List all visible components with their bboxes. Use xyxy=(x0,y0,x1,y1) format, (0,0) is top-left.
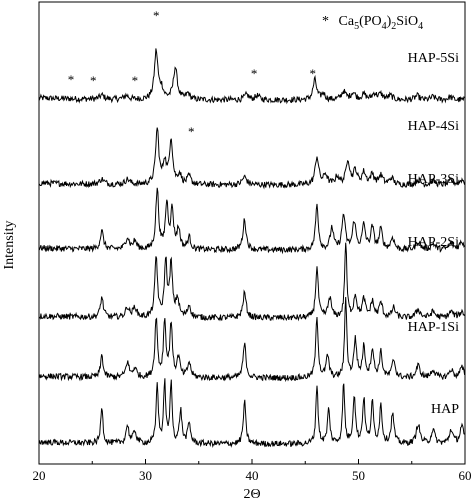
star-marker: * xyxy=(153,8,160,23)
series-label-hap-3si: HAP-3Si xyxy=(408,172,459,187)
series-line-hap-5si xyxy=(38,48,465,105)
series-labels: HAP-5Si HAP-4Si HAP-3Si HAP-2Si HAP-1Si HAP xyxy=(408,51,460,417)
star-marker: * xyxy=(188,124,195,139)
x-tick-label: 40 xyxy=(246,468,259,483)
legend-text: * Ca5(PO4)2SiO4 xyxy=(322,14,423,32)
series-label-hap-4si: HAP-4Si xyxy=(408,119,459,134)
series-line-hap xyxy=(38,378,465,449)
legend-formula-sio: SiO xyxy=(396,14,418,29)
series-group xyxy=(38,48,466,449)
star-marker: * xyxy=(309,66,316,81)
y-axis-label: Intensity xyxy=(2,221,17,270)
legend-sub-3: 2 xyxy=(391,21,396,32)
series-label-hap-2si: HAP-2Si xyxy=(408,235,459,250)
series-line-hap-4si xyxy=(38,127,466,190)
legend-sub-1: 5 xyxy=(354,21,359,32)
series-label-hap: HAP xyxy=(431,402,459,417)
legend-marker: * xyxy=(322,14,329,29)
series-label-hap-1si: HAP-1Si xyxy=(408,320,459,335)
star-marker: * xyxy=(68,72,75,87)
x-ticks: 20 30 40 50 60 xyxy=(33,459,472,483)
legend-sub-2: 4 xyxy=(382,21,387,32)
x-tick-label: 20 xyxy=(33,468,46,483)
star-markers: * * * * * * * xyxy=(68,8,316,139)
star-marker: * xyxy=(251,66,258,81)
x-tick-label: 60 xyxy=(459,468,472,483)
x-tick-label: 30 xyxy=(139,468,152,483)
x-tick-label: 50 xyxy=(352,468,365,483)
series-line-hap-3si xyxy=(38,187,466,255)
series-label-hap-5si: HAP-5Si xyxy=(408,51,459,66)
legend-sub-4: 4 xyxy=(418,21,423,32)
legend-formula-po: (PO xyxy=(359,14,382,29)
star-marker: * xyxy=(132,73,139,88)
legend-formula-ca: Ca xyxy=(339,14,355,29)
series-line-hap-1si xyxy=(38,296,466,383)
star-marker: * xyxy=(90,73,97,88)
x-axis-label: 2Θ xyxy=(243,487,260,502)
legend-formula-close: ) xyxy=(387,14,392,29)
series-line-hap-2si xyxy=(38,242,466,322)
